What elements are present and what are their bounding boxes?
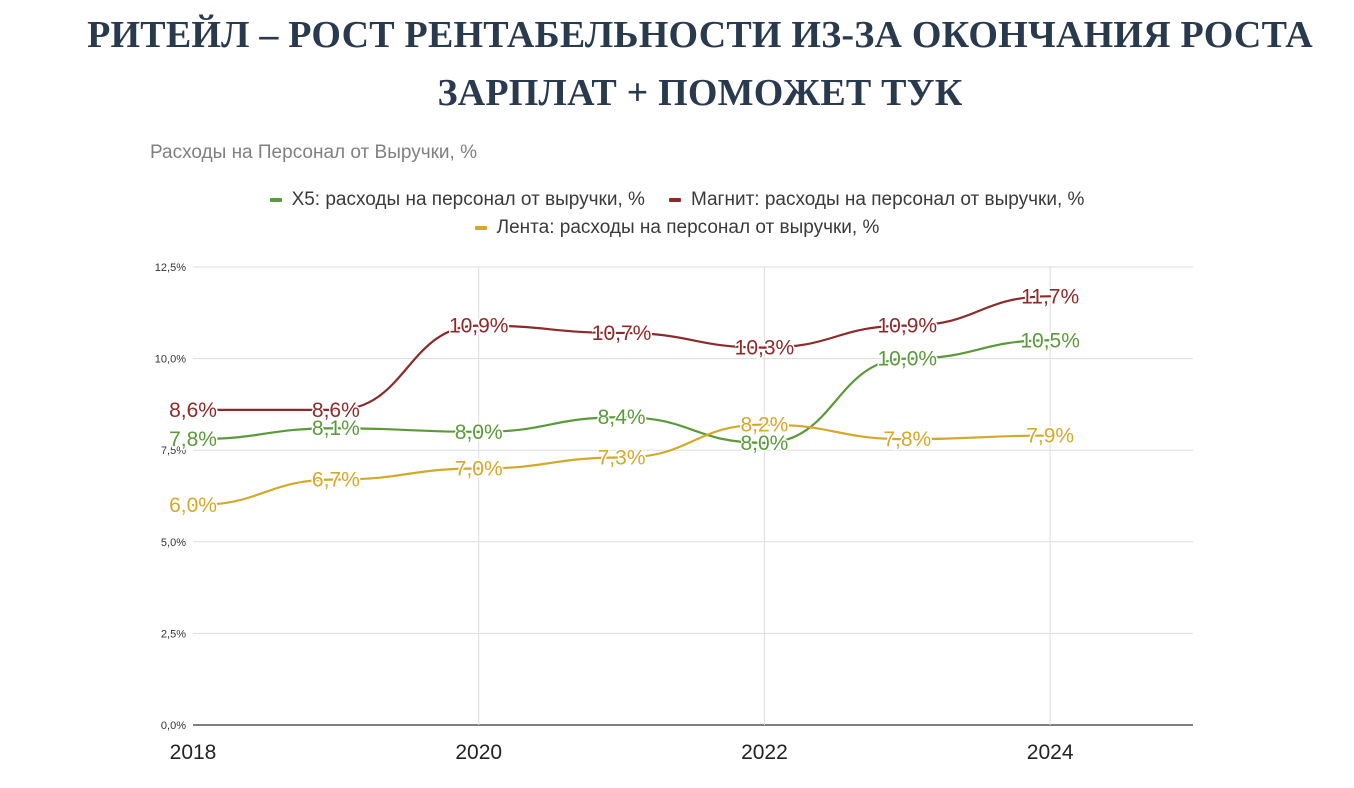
legend-item-magnit[interactable]: Магнит: расходы на персонал от выручки, … <box>668 189 1085 211</box>
x-tick-label: 2022 <box>741 741 788 764</box>
y-tick-label: 10,0% <box>155 354 186 366</box>
legend-swatch-magnit <box>668 198 681 202</box>
chart-legend: X5: расходы на персонал от выручки, % Ма… <box>0 186 1354 242</box>
data-label-lenta: 7,3% <box>598 447 646 470</box>
y-tick-label: 2,5% <box>161 628 186 640</box>
data-label-x5: 8,4% <box>598 406 646 429</box>
legend-item-lenta[interactable]: Лента: расходы на персонал от выручки, % <box>474 217 880 239</box>
y-tick-label: 7,5% <box>161 445 186 457</box>
data-label-magnit: 10,7% <box>592 322 652 345</box>
data-label-x5: 10,0% <box>878 348 938 371</box>
x-tick-label: 2024 <box>1027 741 1074 764</box>
data-label-x5: 8,0% <box>740 432 788 455</box>
page-headline: РИТЕЙЛ – РОСТ РЕНТАБЕЛЬНОСТИ ИЗ-ЗА ОКОНЧ… <box>40 6 1354 122</box>
data-label-lenta: 6,0% <box>169 494 217 517</box>
data-label-magnit: 10,3% <box>735 337 795 360</box>
legend-label-x5: X5: расходы на персонал от выручки, % <box>291 189 645 210</box>
data-label-magnit: 11,7% <box>1021 285 1079 308</box>
y-tick-label: 5,0% <box>161 537 186 549</box>
data-label-magnit: 10,9% <box>449 315 509 338</box>
series-line-x5 <box>191 339 1052 444</box>
data-label-lenta: 7,0% <box>455 458 503 481</box>
data-label-lenta: 6,7% <box>312 469 360 492</box>
legend-item-x5[interactable]: X5: расходы на персонал от выручки, % <box>269 189 645 211</box>
data-label-lenta: 7,8% <box>883 428 931 451</box>
y-tick-label: 12,5% <box>155 262 186 274</box>
y-tick-label: 0,0% <box>161 720 186 732</box>
series-line-lenta <box>191 423 1052 507</box>
x-tick-label: 2020 <box>455 741 502 764</box>
legend-label-lenta: Лента: расходы на персонал от выручки, % <box>496 217 880 238</box>
headline-line-2: ЗАРПЛАТ + ПОМОЖЕТ ТУК <box>437 72 963 114</box>
legend-swatch-x5 <box>269 198 282 202</box>
legend-row-2: Лента: расходы на персонал от выручки, % <box>0 214 1354 242</box>
data-label-x5: 8,1% <box>312 417 360 440</box>
data-label-x5: 10,5% <box>1020 329 1080 352</box>
data-label-x5: 8,0% <box>455 421 503 444</box>
legend-row-1: X5: расходы на персонал от выручки, % Ма… <box>0 186 1354 214</box>
headline-line-1: РИТЕЙЛ – РОСТ РЕНТАБЕЛЬНОСТИ ИЗ-ЗА ОКОНЧ… <box>87 14 1313 56</box>
chart-title: Расходы на Персонал от Выручки, % <box>150 142 477 163</box>
data-label-lenta: 8,2% <box>740 414 788 437</box>
series-line-magnit <box>191 295 1052 411</box>
legend-swatch-lenta <box>474 226 487 230</box>
data-label-lenta: 7,9% <box>1026 425 1074 448</box>
data-label-magnit: 10,9% <box>878 315 938 338</box>
legend-label-magnit: Магнит: расходы на персонал от выручки, … <box>690 189 1085 210</box>
data-label-magnit: 8,6% <box>312 399 360 422</box>
x-tick-label: 2018 <box>170 741 217 764</box>
data-label-x5: 7,8% <box>169 428 217 451</box>
data-label-magnit: 8,6% <box>169 399 217 422</box>
